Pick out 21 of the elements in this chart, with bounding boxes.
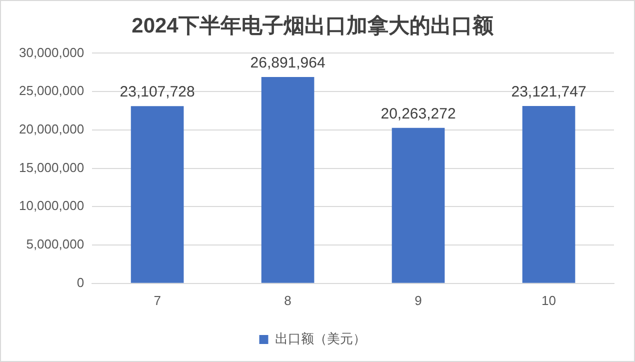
data-label: 23,107,728 xyxy=(120,84,195,101)
data-label: 26,891,964 xyxy=(250,54,326,72)
x-tick-label: 9 xyxy=(414,292,422,308)
y-tick-label: 30,000,000 xyxy=(18,44,84,60)
data-label: 23,121,747 xyxy=(511,84,586,101)
y-tick-label: 10,000,000 xyxy=(18,198,84,214)
bar xyxy=(522,106,576,283)
bar xyxy=(130,106,184,283)
y-tick-label: 25,000,000 xyxy=(18,83,84,98)
x-tick-label: 10 xyxy=(542,292,556,308)
y-tick-label: 20,000,000 xyxy=(18,122,84,137)
x-tick-label: 8 xyxy=(284,292,292,308)
legend-label: 出口额（美元） xyxy=(274,331,366,346)
x-tick-label: 7 xyxy=(154,292,161,308)
y-tick-label: 15,000,000 xyxy=(18,160,84,175)
bar xyxy=(261,77,314,283)
chart-title: 2024下半年电子烟出口加拿大的出口额 xyxy=(132,13,494,38)
y-tick-label: 5,000,000 xyxy=(26,236,84,252)
bar xyxy=(392,128,445,283)
y-tick-label: 0 xyxy=(76,274,84,290)
data-label: 20,263,272 xyxy=(380,106,456,123)
